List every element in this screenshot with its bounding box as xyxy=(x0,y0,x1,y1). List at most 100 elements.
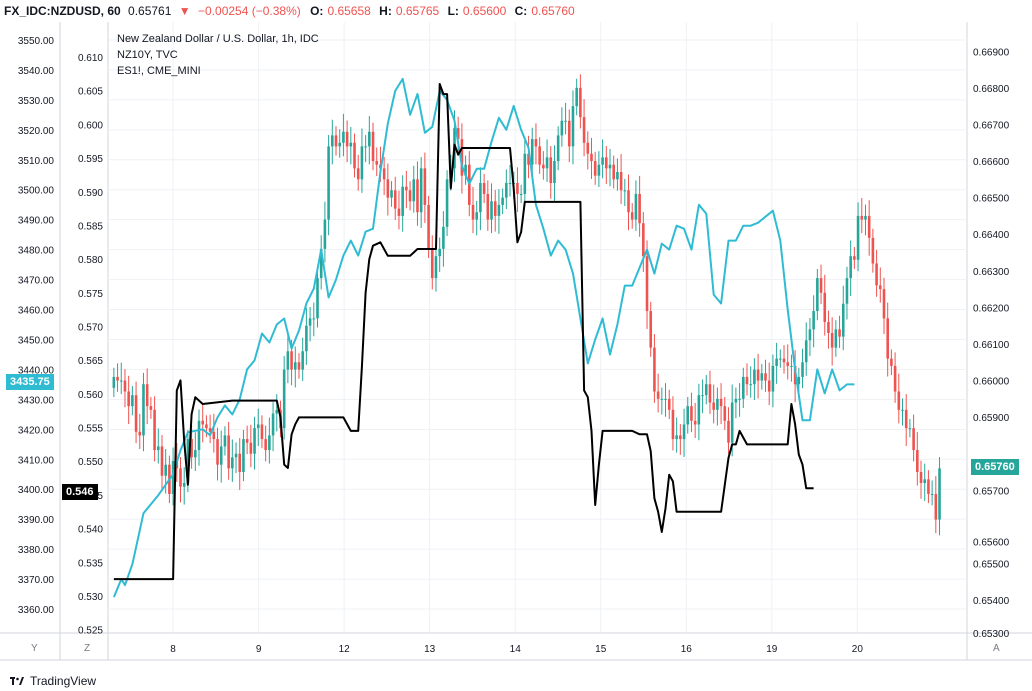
candle-body xyxy=(808,329,812,341)
candle-body xyxy=(604,157,608,169)
candle-body xyxy=(553,161,556,183)
nzdusd-tick-label: 0.65700 xyxy=(973,486,1010,497)
time-tick-label: 9 xyxy=(256,644,262,655)
candle-body xyxy=(197,420,201,451)
symbol-label[interactable]: FX_IDC:NZDUSD, 60 xyxy=(4,4,121,18)
candle-body xyxy=(886,318,889,359)
time-tick-label: 16 xyxy=(681,644,693,655)
candle-body xyxy=(468,164,471,205)
es-tick-label: 3470.00 xyxy=(18,276,55,287)
candle-body xyxy=(675,435,678,440)
candle-body xyxy=(823,292,827,323)
candle-body xyxy=(830,332,834,348)
nz10y-tick-label: 0.530 xyxy=(78,592,103,603)
candle-body xyxy=(542,164,545,169)
candle-body xyxy=(527,153,530,165)
candle-body xyxy=(327,146,330,220)
candle-body xyxy=(716,398,719,410)
candle-body xyxy=(841,303,845,337)
es-tick-label: 3530.00 xyxy=(18,96,55,107)
candle-body xyxy=(123,380,127,392)
candle-body xyxy=(349,142,353,147)
nz10y-tick-label: 0.570 xyxy=(78,322,103,333)
candle-body xyxy=(338,142,342,147)
candle-body xyxy=(534,139,538,147)
open-label: O: xyxy=(310,4,324,18)
nz10y-tick-label: 0.555 xyxy=(78,424,103,435)
candle-body xyxy=(938,468,941,520)
legend-es[interactable]: ES1!, CME_MINI xyxy=(117,65,201,77)
candle-body xyxy=(342,131,345,143)
candle-body xyxy=(919,472,923,483)
low-label: L: xyxy=(447,4,459,18)
candle-body xyxy=(238,453,242,473)
candle-body xyxy=(579,87,582,118)
candle-body xyxy=(856,215,860,260)
candle-body xyxy=(630,212,634,220)
candle-body xyxy=(460,139,464,176)
es-tick-label: 3490.00 xyxy=(18,216,55,227)
candle-body xyxy=(456,128,460,140)
candle-body xyxy=(838,329,841,337)
candle-body xyxy=(627,190,630,213)
legend-main[interactable]: New Zealand Dollar / U.S. Dollar, 1h, ID… xyxy=(117,33,319,45)
candle-body xyxy=(127,391,130,407)
legend-nz10y[interactable]: NZ10Y, TVC xyxy=(117,49,178,61)
candle-body xyxy=(797,376,801,385)
candle-body xyxy=(693,420,697,425)
candle-body xyxy=(208,428,212,432)
candle-body xyxy=(253,428,256,454)
candle-body xyxy=(390,190,393,198)
candle-body xyxy=(119,380,123,382)
candle-body xyxy=(153,409,156,451)
candle-body xyxy=(312,318,316,320)
nzdusd-tick-label: 0.65400 xyxy=(973,596,1010,607)
auto-scale-button[interactable]: A xyxy=(993,643,1000,654)
candle-body xyxy=(638,193,641,224)
candle-body xyxy=(812,311,815,330)
nz10y-tick-label: 0.610 xyxy=(78,53,103,64)
candle-body xyxy=(264,439,267,451)
candle-body xyxy=(156,446,160,451)
z-axis-button[interactable]: Z xyxy=(84,643,91,654)
candle-body xyxy=(423,168,427,205)
es-tick-label: 3540.00 xyxy=(18,66,55,77)
nzdusd-tick-label: 0.66400 xyxy=(973,230,1010,241)
close-value: 0.65760 xyxy=(531,4,575,18)
candle-body xyxy=(442,226,445,249)
nz10y-tick-label: 0.590 xyxy=(78,188,103,199)
candle-body xyxy=(316,278,319,319)
time-tick-label: 19 xyxy=(766,644,778,655)
candle-body xyxy=(268,435,271,451)
candle-body xyxy=(427,204,430,249)
candle-body xyxy=(416,179,419,213)
nz10y-tick-label: 0.605 xyxy=(78,87,103,98)
y-axis-button[interactable]: Y xyxy=(31,643,38,654)
candle-body xyxy=(286,351,290,370)
candle-body xyxy=(231,457,234,469)
candle-body xyxy=(560,120,564,136)
close-label: C: xyxy=(514,4,528,18)
candle-body xyxy=(405,186,408,191)
footer-brand[interactable]: TradingView xyxy=(10,674,96,688)
nz10y-tick-label: 0.580 xyxy=(78,255,103,266)
candle-body xyxy=(779,358,782,360)
es-tick-label: 3430.00 xyxy=(18,395,55,406)
candle-body xyxy=(216,439,219,465)
candle-body xyxy=(653,347,656,392)
candle-body xyxy=(771,365,775,392)
tradingview-logo-icon xyxy=(10,677,24,685)
nzdusd-tick-label: 0.66900 xyxy=(973,47,1010,58)
candle-body xyxy=(360,146,364,180)
candle-body xyxy=(801,362,804,377)
candle-body xyxy=(308,318,312,326)
candle-body xyxy=(730,402,734,443)
candle-body xyxy=(475,212,479,220)
candle-body xyxy=(397,208,401,216)
candle-body xyxy=(564,120,567,122)
candle-body xyxy=(497,204,501,216)
candle-body xyxy=(219,446,223,465)
candle-body xyxy=(549,157,553,183)
candle-body xyxy=(593,161,597,176)
